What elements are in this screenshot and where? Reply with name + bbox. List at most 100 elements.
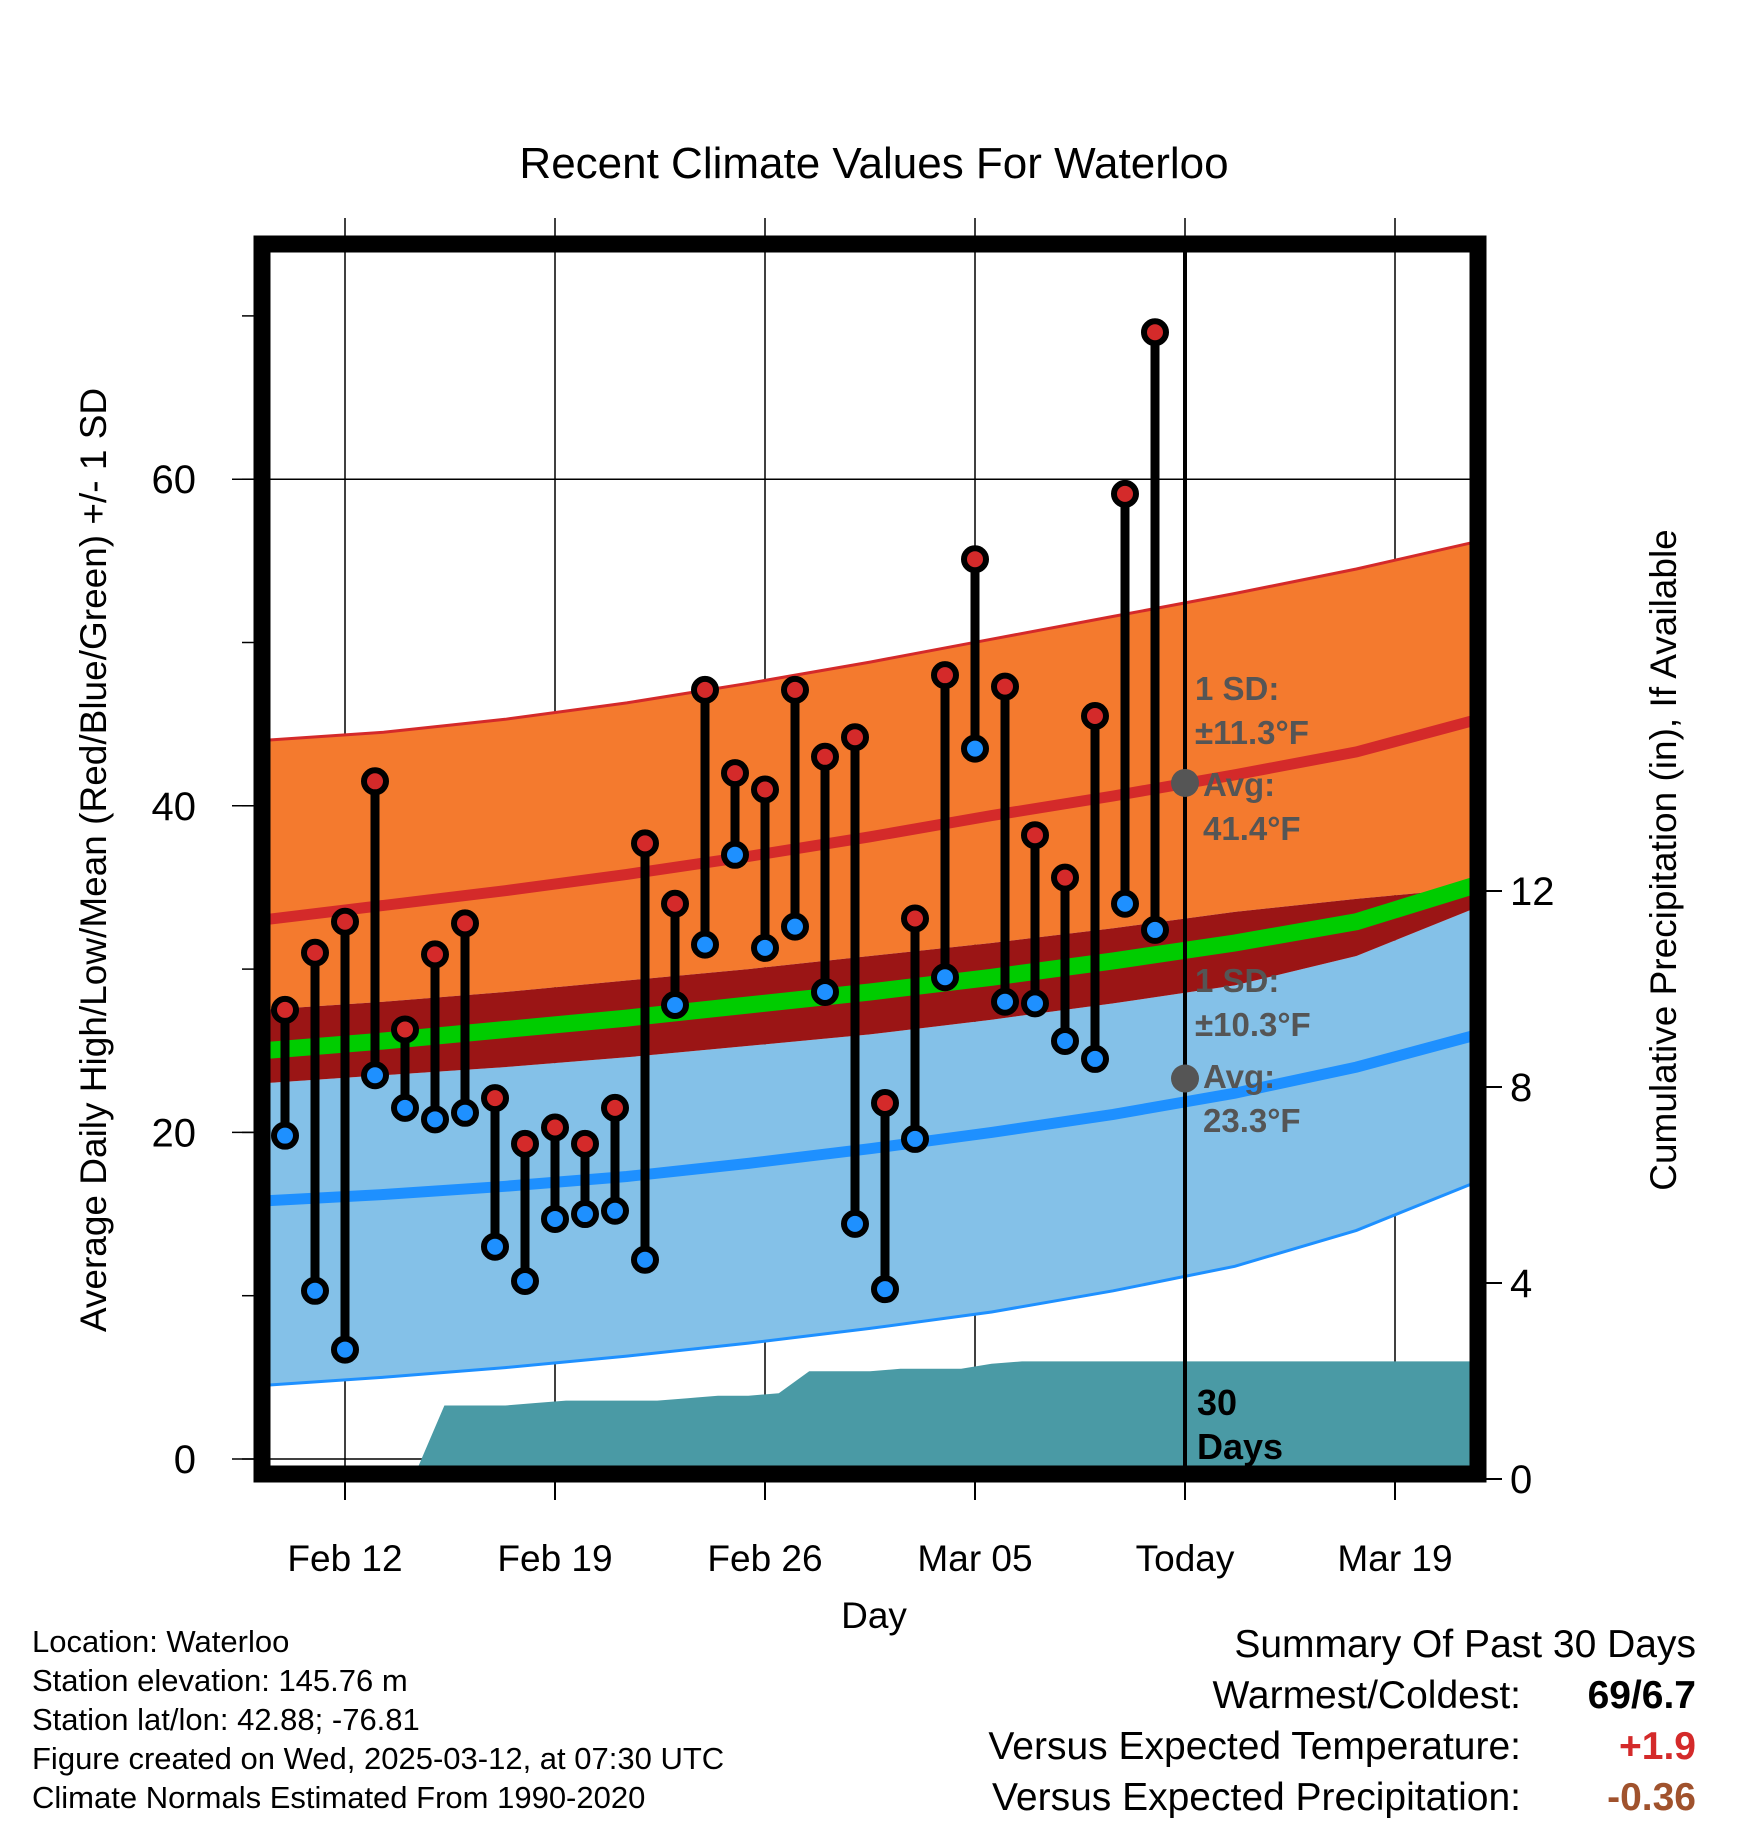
high-point: [331, 907, 359, 936]
high-point: [871, 1089, 899, 1118]
low-point: [1111, 889, 1139, 918]
high-point: [691, 675, 719, 704]
chart-title: Recent Climate Values For Waterloo: [519, 139, 1228, 188]
precip-label: Versus Expected Precipitation:: [992, 1776, 1521, 1819]
low-sd-lower-line: [261, 1180, 1479, 1387]
high-point: [931, 661, 959, 690]
high-point: [961, 545, 989, 574]
high-point: [541, 1113, 569, 1142]
low-point: [991, 987, 1019, 1016]
high-point: [1111, 479, 1139, 508]
x-tick-label: Feb 26: [707, 1538, 822, 1579]
annotation-text: 23.3°F: [1203, 1102, 1301, 1139]
y-right-tick-label: 12: [1510, 870, 1555, 914]
avg-marker: [1171, 1064, 1199, 1093]
high-point: [451, 909, 479, 938]
high-point: [631, 829, 659, 858]
low-point: [601, 1196, 629, 1225]
y-axis-label: Average Daily High/Low/Mean (Red/Blue/Gr…: [73, 388, 114, 1332]
today-period-label: Days: [1197, 1426, 1283, 1467]
annotation-text: ±11.3°F: [1195, 714, 1309, 751]
warmest-label: Warmest/Coldest:: [1212, 1674, 1521, 1717]
annotation-text: ±10.3°F: [1195, 1006, 1311, 1043]
low-point: [841, 1209, 869, 1238]
avg-marker: [1171, 768, 1199, 797]
low-point: [271, 1121, 299, 1150]
high-point: [301, 938, 329, 967]
low-point: [811, 977, 839, 1006]
y-tick-label: 60: [152, 458, 197, 502]
high-point: [1141, 318, 1169, 347]
high-point: [751, 775, 779, 804]
created-text: Figure created on Wed, 2025-03-12, at 07…: [32, 1741, 725, 1776]
low-point: [301, 1276, 329, 1305]
high-point: [661, 889, 689, 918]
high-point: [1051, 863, 1079, 892]
summary-precip-row: Versus Expected Precipitation: -0.36: [988, 1772, 1696, 1823]
station-info: Location: Waterloo Station elevation: 14…: [32, 1622, 724, 1817]
low-mean-line: [261, 1029, 1480, 1207]
high-sd-upper-line: [261, 539, 1479, 742]
summary-title: Summary Of Past 30 Days: [1234, 1623, 1696, 1666]
high-point: [841, 723, 869, 752]
high-point: [901, 904, 929, 933]
high-point: [511, 1129, 539, 1158]
today-period-label: 30: [1197, 1382, 1237, 1423]
elevation-text: Station elevation: 145.76 m: [32, 1663, 408, 1698]
x-tick-label: Feb 19: [497, 1538, 612, 1579]
low-point: [361, 1061, 389, 1090]
low-point: [1021, 989, 1049, 1018]
y-tick-label: 20: [152, 1111, 197, 1155]
low-point: [961, 734, 989, 763]
low-point: [391, 1093, 419, 1122]
y-axis-right-label: Cumulative Precipitation (in), If Availa…: [1643, 529, 1684, 1191]
high-mean-line: [261, 713, 1480, 926]
low-point: [481, 1232, 509, 1261]
low-point: [751, 933, 779, 962]
high-point: [271, 995, 299, 1024]
precip-fill: [262, 1361, 1478, 1479]
annotation-text: 1 SD:: [1195, 670, 1279, 707]
high-point: [481, 1084, 509, 1113]
low-point: [421, 1105, 449, 1134]
low-point: [721, 840, 749, 869]
y-right-tick-label: 4: [1510, 1262, 1532, 1306]
low-point: [931, 963, 959, 992]
annotations: 1 SD: ±11.3°F Avg: 41.4°F 1 SD: ±10.3°F Avg: 23…: [1171, 670, 1311, 1139]
temp-value: +1.9: [1619, 1725, 1696, 1768]
normals-text: Climate Normals Estimated From 1990-2020: [32, 1780, 646, 1815]
low-point: [871, 1275, 899, 1304]
low-point: [541, 1204, 569, 1233]
axes: 0 20 40 60 0 4 8 12 Feb 12 Feb 19 Feb 26 Mar 05 Toda…: [152, 235, 1555, 1579]
low-point: [781, 912, 809, 941]
annotation-text: 1 SD:: [1195, 962, 1279, 999]
location-text: Location: Waterloo: [32, 1624, 290, 1659]
low-point: [661, 991, 689, 1020]
high-point: [781, 675, 809, 704]
low-point: [331, 1335, 359, 1364]
high-point: [571, 1129, 599, 1158]
low-point: [631, 1245, 659, 1274]
low-point: [901, 1124, 929, 1153]
high-point: [811, 742, 839, 771]
y-right-tick-label: 0: [1510, 1458, 1532, 1502]
high-point: [1021, 821, 1049, 850]
y-tick-label: 0: [174, 1438, 196, 1482]
temp-label: Versus Expected Temperature:: [988, 1725, 1521, 1768]
high-point: [361, 767, 389, 796]
high-point: [1081, 701, 1109, 730]
annotation-text: 41.4°F: [1203, 810, 1301, 847]
low-point: [1051, 1026, 1079, 1055]
x-tick-label: Mar 05: [917, 1538, 1032, 1579]
high-point: [391, 1015, 419, 1044]
x-tick-label: Feb 12: [287, 1538, 402, 1579]
y-right-tick-label: 8: [1510, 1066, 1532, 1110]
summary-temp-row: Versus Expected Temperature: +1.9: [988, 1721, 1696, 1772]
x-axis-label: Day: [841, 1595, 907, 1636]
warmest-value: 69/6.7: [1587, 1674, 1696, 1717]
temperature-bars: [271, 318, 1169, 1364]
low-point: [691, 930, 719, 959]
high-point: [991, 672, 1019, 701]
